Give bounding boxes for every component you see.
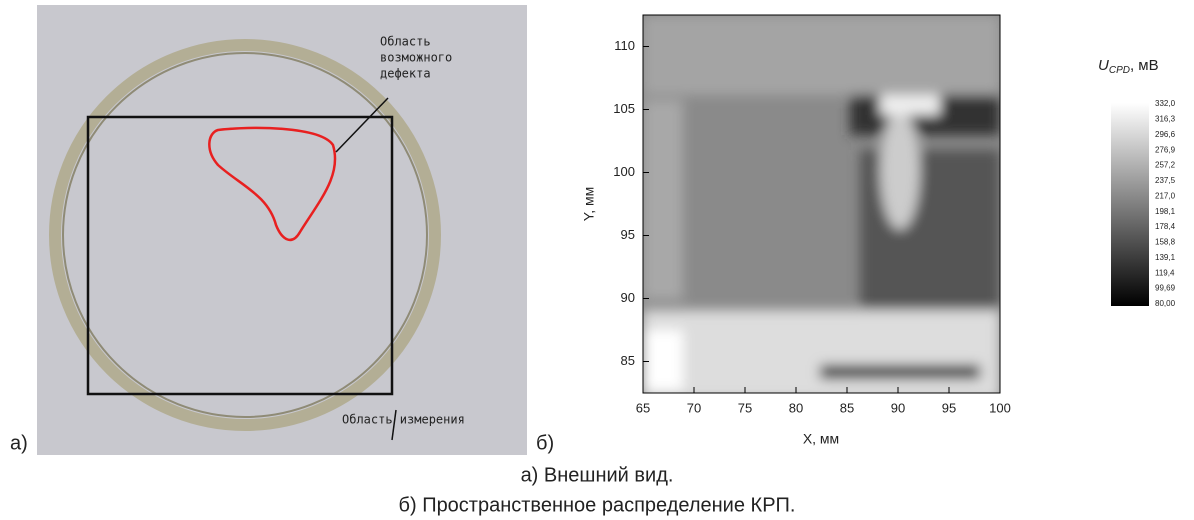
y-tick-label: 95 (621, 227, 635, 242)
photo (37, 5, 527, 455)
y-tick-label: 90 (621, 290, 635, 305)
colorbar-label: 99,69 (1155, 284, 1176, 293)
defect-label: дефекта (380, 67, 431, 81)
colorbar-title: UCPD, мВ (1098, 57, 1159, 76)
y-tick-label: 110 (614, 38, 635, 53)
colorbar-label: 276,9 (1155, 145, 1176, 154)
colorbar-label: 257,2 (1155, 161, 1176, 170)
colorbar-label: 178,4 (1155, 222, 1176, 231)
x-tick-label: 75 (738, 400, 752, 415)
colorbar-label: 332,0 (1155, 99, 1176, 108)
caption: а) Внешний вид. (521, 464, 674, 486)
colorbar-label: 139,1 (1155, 253, 1176, 262)
x-tick-label: 95 (942, 400, 956, 415)
measurement-label: Область измерения (342, 413, 465, 427)
colorbar-label: 237,5 (1155, 176, 1176, 185)
y-tick-label: 100 (613, 164, 635, 179)
colorbar-label: 198,1 (1155, 207, 1176, 216)
colorbar (1111, 103, 1149, 306)
x-tick-label: 65 (636, 400, 650, 415)
colorbar-label: 316,3 (1155, 114, 1176, 123)
colorbar-label: 296,6 (1155, 130, 1176, 139)
y-tick-label: 105 (613, 101, 635, 116)
panel-label: б) (536, 432, 554, 454)
x-axis-title: X, мм (803, 431, 839, 447)
subscript: CPD (1109, 65, 1130, 76)
heatmap (643, 15, 1000, 400)
colorbar-label: 80,00 (1155, 299, 1176, 308)
x-tick-label: 85 (840, 400, 854, 415)
caption: б) Пространственное распределение КРП. (399, 494, 796, 516)
x-tick-label: 80 (789, 400, 803, 415)
symbol: U (1098, 57, 1109, 74)
x-tick-label: 70 (687, 400, 701, 415)
defect-label: возможного (380, 51, 452, 65)
colorbar-label: 119,4 (1155, 268, 1175, 277)
defect-label: Область (380, 35, 431, 49)
unit: , мВ (1130, 57, 1159, 74)
y-axis-title: Y, мм (581, 187, 597, 222)
colorbar-label: 217,0 (1155, 191, 1176, 200)
x-tick-label: 100 (989, 400, 1011, 415)
figure: Область возможного дефекта Область измер… (0, 0, 1194, 520)
colorbar-label: 158,8 (1155, 238, 1176, 247)
y-tick-label: 85 (621, 353, 635, 368)
x-tick-label: 90 (891, 400, 905, 415)
panel-label: а) (10, 432, 28, 454)
